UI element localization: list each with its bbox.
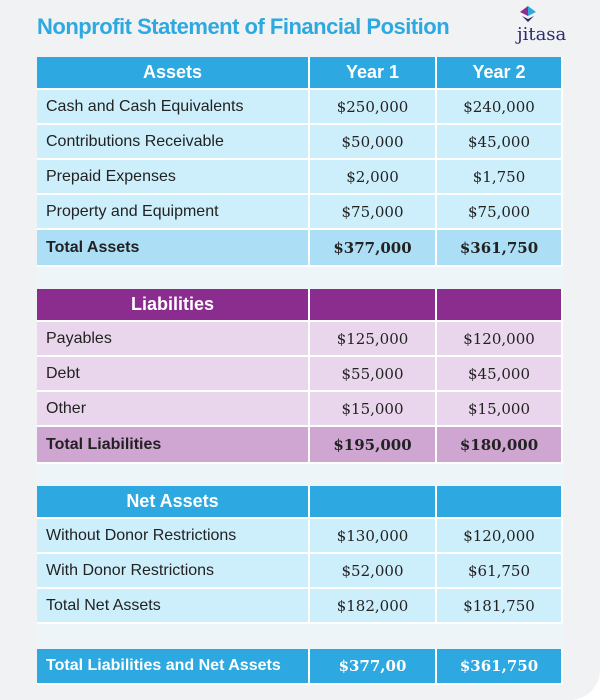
logo: jitasa bbox=[517, 24, 567, 45]
row-cell: Payables bbox=[37, 322, 310, 357]
row-cell: $52,000 bbox=[310, 554, 437, 589]
row-cell: $75,000 bbox=[437, 195, 563, 230]
spacer bbox=[37, 464, 563, 486]
header-cell bbox=[437, 289, 563, 322]
row-cell: $50,000 bbox=[310, 125, 437, 160]
title: Nonprofit Statement of Financial Positio… bbox=[37, 14, 450, 39]
row-cell: $181,750 bbox=[437, 589, 563, 624]
spacer bbox=[37, 267, 563, 289]
row-cell: $75,000 bbox=[310, 195, 437, 230]
header-cell: Net Assets bbox=[37, 486, 310, 519]
row-cell: Contributions Receivable bbox=[37, 125, 310, 160]
row-cell: $240,000 bbox=[437, 90, 563, 125]
row-cell: Debt bbox=[37, 357, 310, 392]
row-cell: $182,000 bbox=[310, 589, 437, 624]
row-cell: $45,000 bbox=[437, 125, 563, 160]
header-cell bbox=[310, 289, 437, 322]
row-cell: $120,000 bbox=[437, 519, 563, 554]
header-cell: Year 2 bbox=[437, 57, 563, 90]
total-cell: $180,000 bbox=[437, 427, 563, 464]
grand-cell: $377,00 bbox=[310, 649, 437, 685]
header-cell: Assets bbox=[37, 57, 310, 90]
total-cell: $377,000 bbox=[310, 230, 437, 267]
row-cell: Cash and Cash Equivalents bbox=[37, 90, 310, 125]
header-cell: Year 1 bbox=[310, 57, 437, 90]
header-cell bbox=[437, 486, 563, 519]
row-cell: $2,000 bbox=[310, 160, 437, 195]
row-cell: $55,000 bbox=[310, 357, 437, 392]
total-cell: Total Liabilities bbox=[37, 427, 310, 464]
row-cell: Other bbox=[37, 392, 310, 427]
row-cell: Total Net Assets bbox=[37, 589, 310, 624]
header-cell: Liabilities bbox=[37, 289, 310, 322]
total-cell: $361,750 bbox=[437, 230, 563, 267]
row-cell: With Donor Restrictions bbox=[37, 554, 310, 589]
row-cell: $45,000 bbox=[437, 357, 563, 392]
row-cell: Property and Equipment bbox=[37, 195, 310, 230]
row-cell: $125,000 bbox=[310, 322, 437, 357]
row-cell: $120,000 bbox=[437, 322, 563, 357]
header-cell bbox=[310, 486, 437, 519]
row-cell: $130,000 bbox=[310, 519, 437, 554]
row-cell: $1,750 bbox=[437, 160, 563, 195]
spacer bbox=[37, 624, 563, 649]
row-cell: $61,750 bbox=[437, 554, 563, 589]
row-cell: $250,000 bbox=[310, 90, 437, 125]
row-cell: Without Donor Restrictions bbox=[37, 519, 310, 554]
grand-cell: Total Liabilities and Net Assets bbox=[37, 649, 310, 685]
total-cell: Total Assets bbox=[37, 230, 310, 267]
total-cell: $195,000 bbox=[310, 427, 437, 464]
logo-icon bbox=[520, 6, 536, 22]
row-cell: Prepaid Expenses bbox=[37, 160, 310, 195]
grand-cell: $361,750 bbox=[437, 649, 563, 685]
row-cell: $15,000 bbox=[437, 392, 563, 427]
row-cell: $15,000 bbox=[310, 392, 437, 427]
